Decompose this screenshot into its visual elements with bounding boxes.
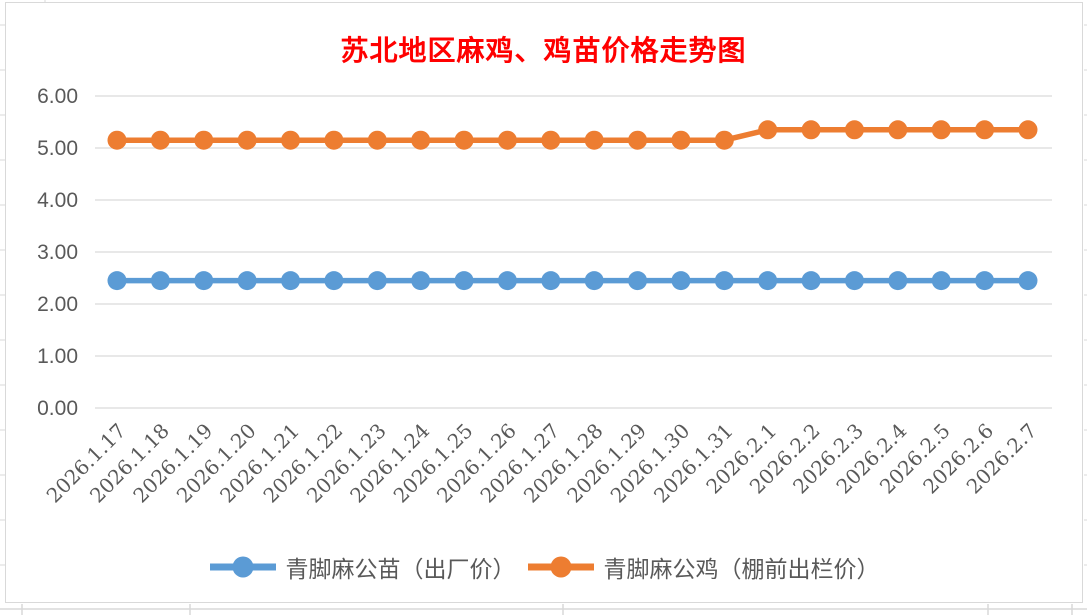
data-point (714, 271, 734, 291)
data-point (584, 271, 604, 291)
data-point (844, 271, 864, 291)
y-tick-label: 0.00 (37, 397, 78, 420)
data-point (497, 271, 517, 291)
data-point (1018, 120, 1038, 140)
data-point (454, 130, 474, 150)
data-point (1018, 271, 1038, 291)
legend-label-chick-price: 青脚麻公苗（出厂价） (285, 557, 516, 583)
y-tick-label: 5.00 (37, 137, 78, 160)
data-point (801, 120, 821, 140)
data-point (411, 130, 431, 150)
data-point (628, 271, 648, 291)
data-point (584, 130, 604, 150)
data-point (931, 271, 951, 291)
data-point (107, 271, 127, 291)
chart-legend: 青脚麻公苗（出厂价） 青脚麻公鸡（棚前出栏价） (0, 550, 1087, 584)
data-point (931, 120, 951, 140)
data-point (194, 271, 214, 291)
chart-frame (5, 2, 1083, 603)
data-point (324, 130, 344, 150)
data-point (237, 130, 257, 150)
data-point (888, 120, 908, 140)
data-point (541, 130, 561, 150)
data-point (454, 271, 474, 291)
data-point (714, 130, 734, 150)
chart-title: 苏北地区麻鸡、鸡苗价格走势图 (340, 34, 747, 67)
data-point (671, 271, 691, 291)
y-tick-label: 4.00 (37, 189, 78, 212)
data-point (150, 130, 170, 150)
y-tick-label: 6.00 (37, 85, 78, 108)
data-point (281, 271, 301, 291)
data-point (844, 120, 864, 140)
data-point (975, 120, 995, 140)
data-point (975, 271, 995, 291)
data-point (150, 271, 170, 291)
y-tick-label: 3.00 (37, 241, 78, 264)
data-point (411, 271, 431, 291)
data-point (888, 271, 908, 291)
data-point (367, 271, 387, 291)
legend-item-chick-price: 青脚麻公苗（出厂价） (208, 550, 516, 584)
y-tick-label: 1.00 (37, 345, 78, 368)
data-point (324, 271, 344, 291)
line-marker-icon (209, 556, 276, 578)
data-point (541, 271, 561, 291)
y-tick-label: 2.00 (37, 293, 78, 316)
data-point (801, 271, 821, 291)
data-point (237, 271, 257, 291)
data-point (194, 130, 214, 150)
line-marker-icon (527, 556, 594, 578)
legend-item-rooster-price: 青脚麻公鸡（棚前出栏价） (526, 550, 880, 584)
data-point (497, 130, 517, 150)
data-point (758, 120, 778, 140)
series-line-1 (117, 127, 1028, 143)
legend-label-rooster-price: 青脚麻公鸡（棚前出栏价） (603, 557, 880, 583)
data-point (107, 130, 127, 150)
data-point (367, 130, 387, 150)
data-point (628, 130, 648, 150)
data-point (758, 271, 778, 291)
data-point (671, 130, 691, 150)
data-point (281, 130, 301, 150)
